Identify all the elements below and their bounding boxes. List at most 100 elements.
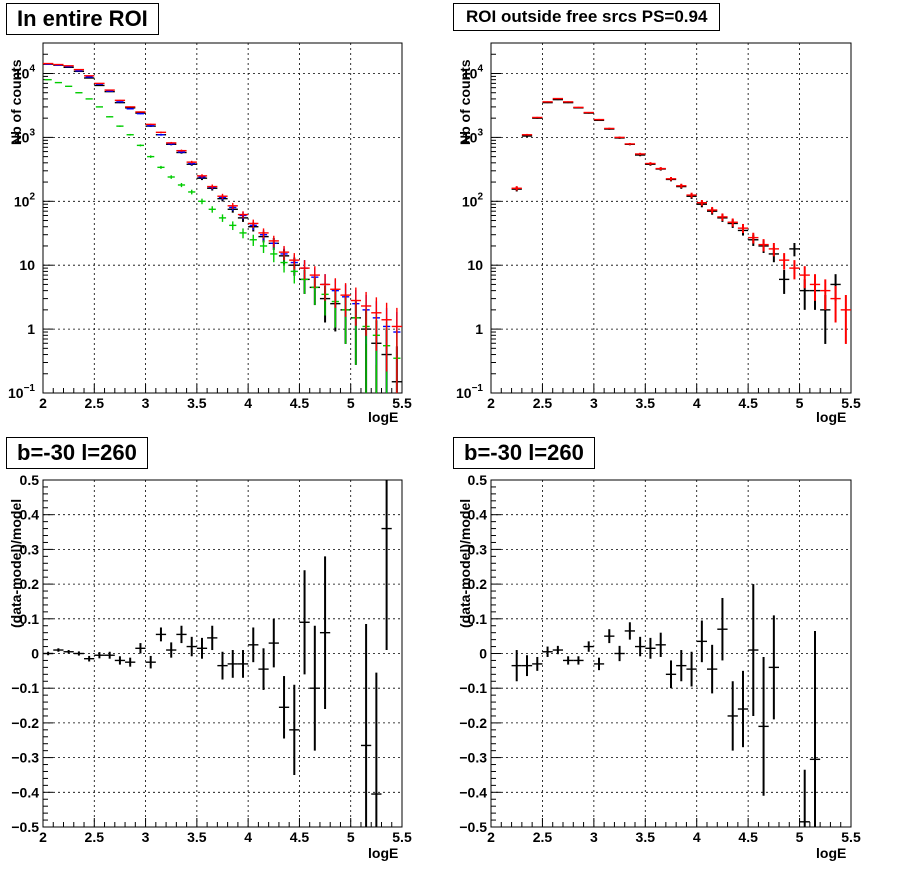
- data-point: [820, 279, 831, 310]
- x-tick-label: 3.5: [187, 829, 207, 845]
- data-point: [340, 283, 351, 317]
- data-point: [63, 650, 74, 654]
- data-point: [196, 637, 208, 659]
- data-point: [227, 650, 238, 678]
- data-point: [268, 618, 279, 668]
- x-tick-label: 4: [693, 829, 701, 845]
- y-tick-label: 0.1: [20, 611, 40, 627]
- data-point: [371, 297, 382, 351]
- y-tick-label: 0: [31, 646, 39, 662]
- data-point: [727, 218, 738, 227]
- y-tick-label: −0.3: [11, 750, 39, 766]
- x-tick-label: 3: [590, 395, 598, 411]
- x-axis-label-1: logE: [368, 409, 399, 425]
- x-tick-label: 5: [796, 395, 804, 411]
- data-point: [85, 76, 93, 78]
- y-tick-label: 0.4: [468, 507, 488, 523]
- data-point: [114, 99, 126, 102]
- data-point: [532, 656, 543, 671]
- data-point: [75, 92, 83, 94]
- data-point: [106, 116, 114, 118]
- data-point: [73, 651, 85, 656]
- data-point: [676, 650, 687, 682]
- data-point: [166, 141, 177, 144]
- data-point: [665, 660, 677, 689]
- y-tick-label: −0.1: [459, 680, 487, 696]
- data-point: [155, 131, 167, 134]
- x-tick-label: 3: [142, 395, 150, 411]
- data-point: [207, 184, 218, 189]
- y-tick-label: 104: [14, 63, 36, 81]
- data-point: [542, 646, 553, 657]
- data-point: [583, 641, 594, 652]
- data-point: [360, 291, 372, 336]
- x-tick-label: 5: [347, 395, 355, 411]
- x-tick-label: 2.5: [85, 395, 105, 411]
- data-point: [319, 556, 331, 710]
- data-point: [789, 260, 800, 280]
- y-tick-label: 104: [462, 63, 484, 81]
- x-tick-label: 4.5: [738, 395, 758, 411]
- data-point: [65, 85, 73, 88]
- y-tick-label: 0.1: [468, 611, 488, 627]
- data-point: [299, 260, 310, 280]
- data-point: [779, 269, 790, 294]
- x-tick-label: 2.5: [533, 829, 553, 845]
- data-point: [696, 620, 707, 663]
- data-point: [114, 656, 126, 665]
- data-point: [624, 622, 635, 640]
- data-point: [381, 480, 392, 651]
- data-point: [73, 68, 85, 71]
- data-point: [145, 655, 156, 669]
- data-point: [330, 278, 341, 308]
- data-point: [94, 82, 105, 85]
- data-point: [84, 75, 95, 77]
- data-point: [645, 162, 656, 165]
- data-point: [218, 214, 227, 222]
- data-point: [593, 657, 605, 671]
- x-axis-label-2: logE: [816, 409, 847, 425]
- data-point: [186, 160, 197, 164]
- data-point: [799, 769, 810, 827]
- data-point: [309, 266, 320, 289]
- data-point: [186, 636, 197, 657]
- data-point: [155, 627, 167, 642]
- data-point: [176, 149, 187, 152]
- y-tick-label: 0.3: [20, 541, 40, 557]
- data-point: [779, 253, 790, 270]
- data-point: [53, 648, 64, 652]
- y-axis-label-4: (data-model)/model: [457, 498, 473, 628]
- panel-title-1: In entire ROI: [6, 3, 159, 35]
- data-point: [157, 133, 165, 136]
- x-tick-label: 2: [39, 829, 47, 845]
- data-point: [542, 101, 553, 103]
- data-point: [126, 108, 134, 110]
- data-point: [125, 106, 136, 108]
- data-point: [84, 655, 95, 662]
- chart-panel-2: 2 2.5 3 3.5 4 4.5 5 5.5 10−1 1 10 102 103 104: [456, 42, 861, 411]
- y-tick-label: 0.2: [468, 576, 488, 592]
- data-point: [229, 221, 237, 231]
- data-point: [583, 111, 594, 114]
- data-point: [573, 656, 584, 665]
- data-point: [95, 106, 104, 108]
- data-point: [655, 167, 666, 171]
- data-point: [604, 629, 615, 644]
- x-tick-label: 3: [590, 829, 598, 845]
- data-point: [604, 127, 615, 130]
- data-point: [278, 676, 290, 739]
- x-tick-label: 4.5: [290, 829, 310, 845]
- data-point: [624, 142, 635, 145]
- data-point: [278, 245, 290, 261]
- data-point: [166, 642, 177, 658]
- data-point: [635, 152, 646, 156]
- data-point: [573, 106, 584, 109]
- data-point: [350, 287, 361, 326]
- data-point: [758, 656, 769, 796]
- data-point: [196, 174, 208, 178]
- data-point: [521, 655, 533, 677]
- data-point: [511, 186, 522, 191]
- data-point: [258, 228, 269, 239]
- data-point: [94, 84, 105, 87]
- data-point: [126, 133, 134, 136]
